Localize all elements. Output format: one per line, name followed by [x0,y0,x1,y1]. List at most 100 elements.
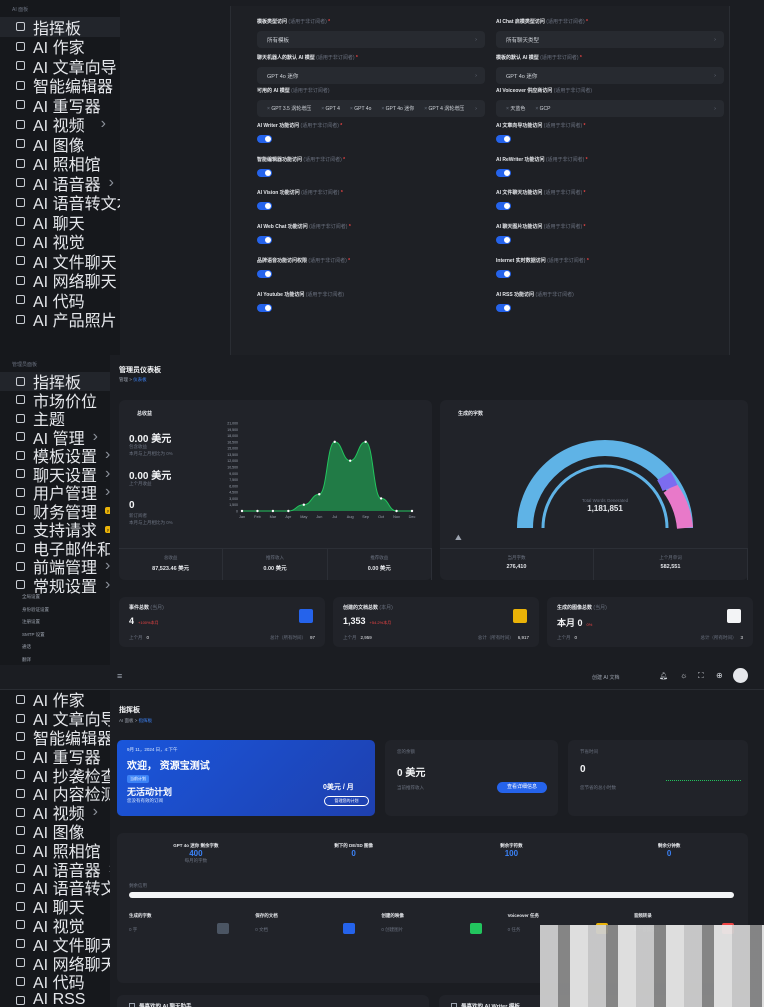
sidebar-subitem[interactable]: 通话 [22,644,31,649]
sidebar-item[interactable]: AI 代码 [0,972,110,992]
setting-chips[interactable]: × 天蓝色 × GCP [496,100,724,117]
chip[interactable]: × 天蓝色 [506,105,525,112]
setting-toggle[interactable] [257,304,272,312]
data-point[interactable] [379,497,383,500]
data-point[interactable] [410,509,414,513]
data-point[interactable] [333,440,336,444]
sidebar-item[interactable]: 财务管理 y [0,502,110,522]
sidebar-item[interactable]: AI 视觉 [0,916,110,936]
setting-toggle[interactable] [496,236,511,244]
sidebar-item[interactable]: AI 聊天 [0,897,110,917]
sidebar-item[interactable]: AI 语音器 › [0,859,110,880]
data-point[interactable] [364,440,367,444]
setting-toggle[interactable] [496,304,511,312]
setting-chips[interactable]: × GPT 3.5 涡轮增压 × GPT 4 × GPT 4o × GPT 4o 迷你… [257,100,485,117]
sidebar-item[interactable]: AI 代码 [0,290,120,311]
setting-toggle[interactable] [257,169,272,177]
sidebar-item[interactable]: AI 管理 › [0,428,110,448]
chip-remove-icon[interactable]: × [267,106,272,112]
data-point[interactable] [240,509,244,513]
sidebar-item[interactable]: AI 网络聊天 [0,271,120,291]
sidebar-item[interactable]: AI 文章向导 [0,709,110,729]
sidebar-item[interactable]: AI 重写器 [0,95,120,116]
chip-remove-icon[interactable]: × [349,105,355,112]
breadcrumb-link[interactable]: AI 面板 [119,718,134,723]
chip-remove-icon[interactable]: × [381,106,386,112]
setting-select[interactable]: 所有模板 [257,31,485,48]
sidebar-item[interactable]: AI 文件聊天 [0,934,110,955]
chip-remove-icon[interactable]: × [321,105,326,112]
sidebar-item[interactable]: AI 视觉 [0,232,120,252]
sidebar-item[interactable]: 智能编辑器 [0,728,110,748]
chip[interactable]: × GPT 4 涡轮增压 [424,105,464,112]
sidebar-item[interactable]: 模板设置 › [0,446,110,466]
sidebar-item[interactable]: AI 抄袭检查器 [0,765,110,786]
sidebar-item[interactable]: AI 网络聊天 [0,953,110,974]
create-doc-link[interactable]: 创建 AI 文档 [592,675,620,681]
sidebar-item[interactable]: AI 视频 › [0,803,110,823]
setting-toggle[interactable] [496,135,511,143]
sidebar-item[interactable]: AI 视频 › [0,115,120,135]
sidebar-item[interactable]: AI 语音器 › [0,173,120,194]
sidebar-item[interactable]: AI 重写器 [0,746,110,767]
sidebar-subitem[interactable]: 全局设置 [22,594,40,599]
data-point[interactable] [256,509,259,513]
sidebar-item[interactable]: AI 文章向导 [0,56,120,77]
sidebar-item[interactable]: AI 图像 [0,134,120,155]
data-point[interactable] [395,509,398,513]
setting-toggle[interactable] [496,202,511,210]
fullscreen-icon[interactable]: ⛶ [698,671,704,680]
menu-icon[interactable]: ≡ [117,671,123,681]
setting-toggle[interactable] [257,270,272,278]
setting-select[interactable]: GPT 4o 迷你 [496,67,724,84]
chip[interactable]: × GPT 3.5 涡轮增压 [267,105,311,112]
chip[interactable]: × GPT 4o 迷你 [381,105,414,112]
sidebar-item[interactable]: AI 照相馆 [0,154,120,174]
setting-select[interactable]: 所有聊天类型 [496,31,724,48]
sidebar-item[interactable]: AI 文件聊天 [0,251,120,272]
avatar[interactable] [733,668,748,683]
chip-remove-icon[interactable]: × [535,105,540,112]
sidebar-item[interactable]: 前端管理 › [0,557,110,577]
breadcrumb-link[interactable]: 管理 [119,377,128,382]
sidebar-item[interactable]: 市场价位 [0,391,110,411]
sidebar-item[interactable]: 常规设置 › [0,576,110,596]
data-point[interactable] [302,503,306,506]
sidebar-subitem[interactable]: SMTP 设置 [22,631,45,637]
chip-remove-icon[interactable]: × [506,106,511,112]
sidebar-item[interactable]: AI 语音转文本 [0,878,110,898]
data-point[interactable] [348,459,352,462]
sidebar-subitem[interactable]: 注册设置 [22,619,40,624]
chip-remove-icon[interactable]: × [424,106,429,112]
sidebar-subitem[interactable]: 翻译 [22,656,31,662]
sidebar-item[interactable]: 用户管理 › [0,483,110,503]
sidebar-item[interactable]: 指挥板 [0,17,120,38]
sidebar-item[interactable]: AI 作家 [0,690,110,710]
data-point[interactable] [271,509,275,513]
sidebar-item[interactable]: 聊天设置 › [0,465,110,485]
sidebar-item[interactable]: 智能编辑器 [0,76,120,96]
setting-toggle[interactable] [496,169,511,177]
chip[interactable]: × GPT 4 [321,106,340,112]
setting-toggle[interactable] [257,135,272,143]
manage-plan-button[interactable]: 管理您的计划 [324,796,369,806]
globe-icon[interactable]: ⊕ [716,671,723,680]
data-point[interactable] [287,509,290,513]
sidebar-item[interactable]: 指挥板 [0,372,110,392]
sidebar-item[interactable]: 电子邮件和通知NEW [0,539,110,559]
sidebar-item[interactable]: AI 照相馆 [0,840,110,861]
setting-select[interactable]: GPT 4o 迷你 [257,67,485,84]
chip[interactable]: × GPT 4o [350,106,371,112]
setting-toggle[interactable] [257,236,272,244]
sidebar-item[interactable]: 支持请求 y [0,520,110,540]
data-point[interactable] [318,493,321,496]
view-details-button[interactable]: 查看详细信息 [497,782,547,793]
setting-toggle[interactable] [496,270,511,278]
sidebar-subitem[interactable]: 身份验证设置 [22,606,49,612]
chip[interactable]: × GCP [535,106,550,112]
sidebar-item[interactable]: AI 产品照片 [0,310,120,330]
sidebar-item[interactable]: AI 作家 [0,37,120,57]
bell-icon[interactable]: 🔔︎ [659,673,668,680]
sidebar-item[interactable]: AI RSS [0,991,110,1007]
sidebar-item[interactable]: AI 内容检测器 [0,784,110,804]
